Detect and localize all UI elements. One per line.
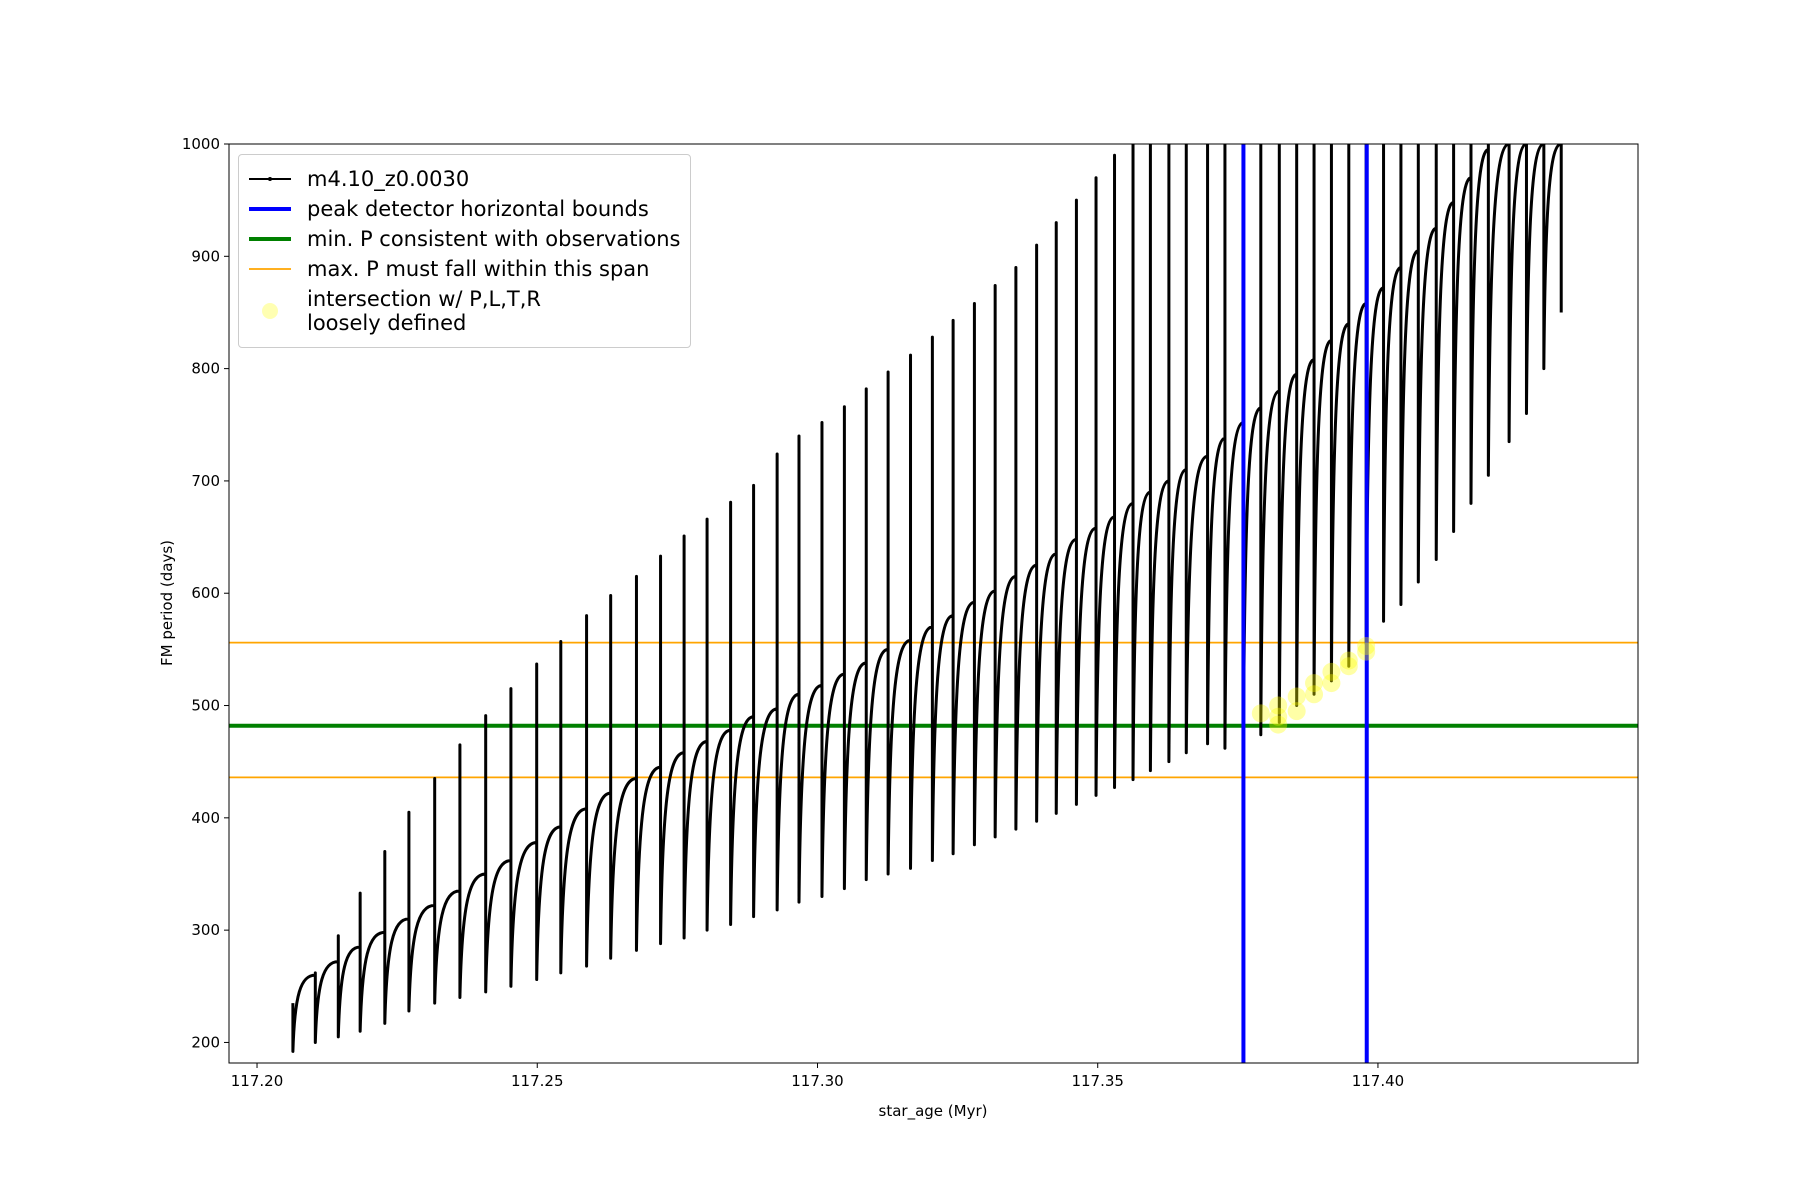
- legend-label: intersection w/ P,L,T,R loosely defined: [307, 287, 541, 335]
- legend-swatch: [249, 237, 291, 241]
- legend-label: min. P consistent with observations: [307, 227, 681, 251]
- legend-item: min. P consistent with observations: [247, 227, 680, 251]
- legend-marker: [268, 177, 272, 181]
- legend-label: m4.10_z0.0030: [307, 167, 470, 191]
- legend-item: intersection w/ P,L,T,R loosely defined: [247, 287, 680, 335]
- scatter-point: [1305, 685, 1324, 704]
- legend-item: m4.10_z0.0030: [247, 167, 680, 191]
- legend-swatch: [249, 177, 291, 181]
- scatter-point: [1357, 637, 1376, 656]
- x-axis-label: star_age (Myr): [879, 1102, 988, 1121]
- legend-label: max. P must fall within this span: [307, 257, 650, 281]
- scatter-point: [1269, 707, 1288, 726]
- axes-frame: [228, 143, 1639, 1064]
- y-tick-label: 400: [191, 809, 220, 827]
- y-tick-label: 1000: [182, 135, 220, 153]
- y-axis-label: FM period (days): [158, 540, 176, 666]
- scatter-point: [1322, 662, 1341, 681]
- legend-swatch: [249, 268, 291, 270]
- scatter-point: [1251, 704, 1270, 723]
- x-tick-label: 117.40: [1352, 1072, 1405, 1090]
- x-tick-label: 117.30: [791, 1072, 844, 1090]
- scatter-point: [1357, 642, 1376, 661]
- legend-marker: [262, 303, 278, 319]
- y-tick-label: 300: [191, 921, 220, 939]
- y-tick-label: 900: [191, 247, 220, 265]
- scatter-point: [1339, 651, 1358, 670]
- scatter-point: [1287, 687, 1306, 706]
- plot-area: [229, 144, 1638, 1063]
- legend-label: peak detector horizontal bounds: [307, 197, 649, 221]
- legend-item: max. P must fall within this span: [247, 257, 680, 281]
- scatter-point: [1269, 715, 1288, 734]
- scatter-point: [1322, 674, 1341, 693]
- scatter-point: [1339, 657, 1358, 676]
- y-tick-label: 200: [191, 1033, 220, 1051]
- y-tick-label: 600: [191, 584, 220, 602]
- legend-swatch: [249, 207, 291, 211]
- scatter-point: [1269, 696, 1288, 715]
- x-tick-label: 117.35: [1071, 1072, 1124, 1090]
- legend-item: peak detector horizontal bounds: [247, 197, 680, 221]
- legend-swatch: [262, 303, 278, 319]
- scatter-point: [1287, 702, 1306, 721]
- y-tick-label: 800: [191, 360, 220, 378]
- y-tick-label: 700: [191, 472, 220, 490]
- x-tick-label: 117.25: [511, 1072, 564, 1090]
- data-line: [291, 144, 1563, 1053]
- y-tick-label: 500: [191, 697, 220, 715]
- scatter-point: [1305, 674, 1324, 693]
- x-tick-label: 117.20: [231, 1072, 284, 1090]
